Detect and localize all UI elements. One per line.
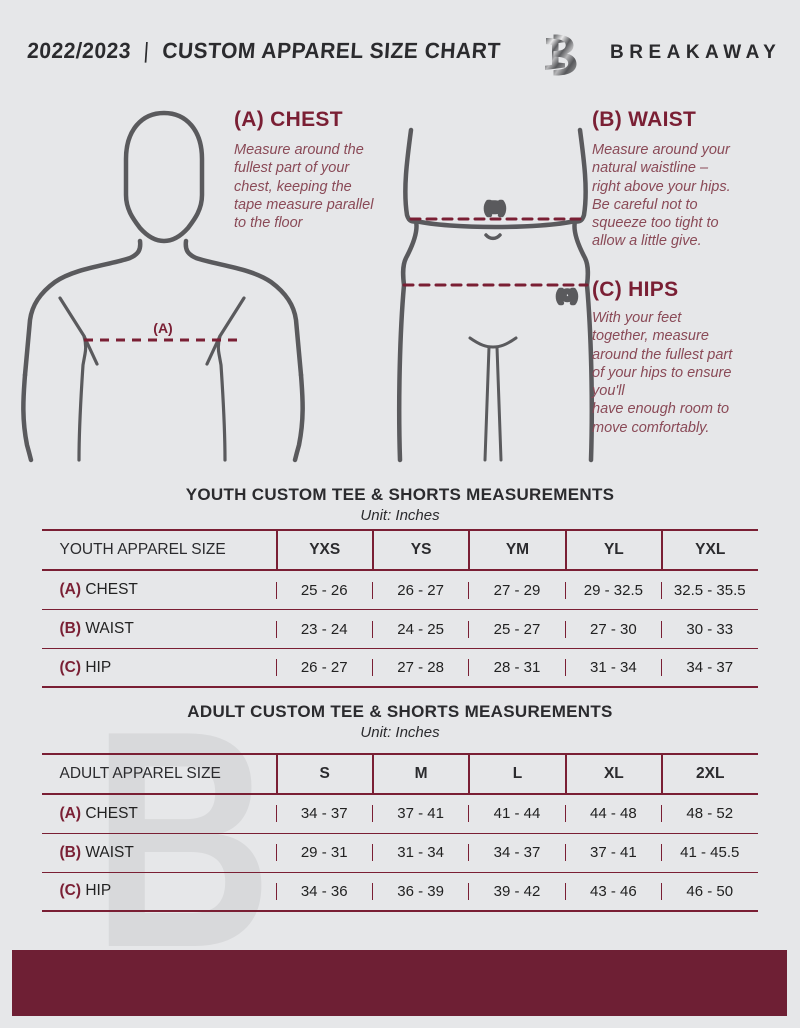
svg-text:(A): (A) (153, 320, 172, 336)
svg-text:(C): (C) (557, 287, 576, 303)
svg-text:(B): (B) (485, 199, 504, 215)
